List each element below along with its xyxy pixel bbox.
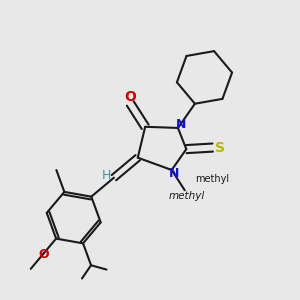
Text: methyl: methyl bbox=[195, 174, 229, 184]
Text: N: N bbox=[176, 118, 186, 131]
Text: O: O bbox=[124, 90, 136, 104]
Text: H: H bbox=[101, 169, 111, 182]
Text: S: S bbox=[214, 141, 225, 154]
Text: N: N bbox=[169, 167, 179, 180]
Text: methyl: methyl bbox=[168, 191, 204, 201]
Text: O: O bbox=[38, 248, 49, 261]
